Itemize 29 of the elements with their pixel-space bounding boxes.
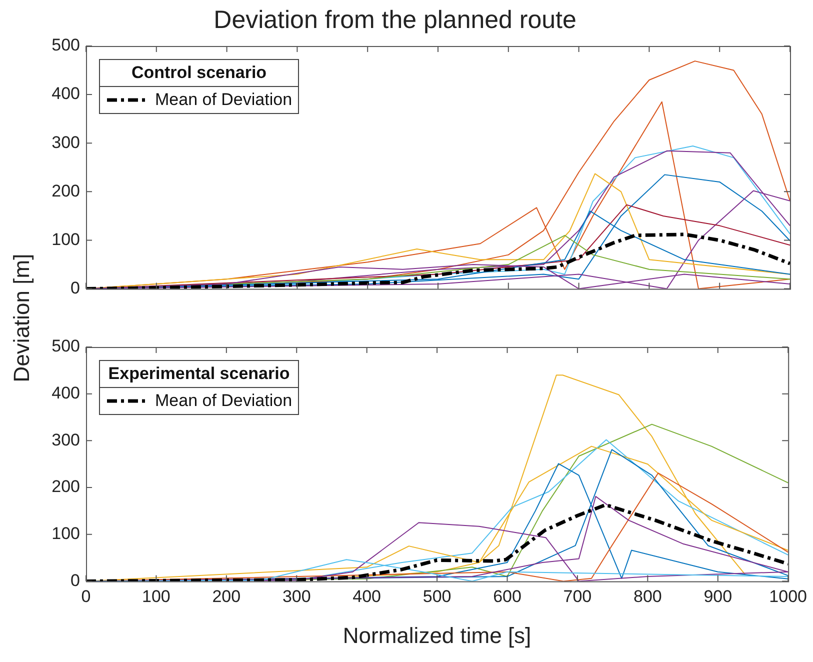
y-tick-label: 500	[52, 336, 80, 356]
y-tick-label: 200	[52, 181, 80, 200]
x-tick-label: 400	[352, 587, 382, 606]
y-tick-label: 0	[70, 570, 80, 590]
y-tick-label: 0	[70, 278, 80, 298]
y-tick-label: 100	[52, 524, 80, 544]
x-tick-label: 600	[493, 587, 522, 606]
x-axis-title: Normalized time [s]	[342, 622, 532, 648]
legend-label: Mean of Deviation	[155, 391, 292, 411]
y-tick-label: 100	[52, 230, 80, 249]
x-tick-label: 500	[422, 587, 452, 606]
chart-title: Deviation from the planned route	[214, 6, 576, 34]
y-tick-label: 400	[52, 384, 80, 403]
x-tick-label: 900	[704, 587, 732, 606]
y-tick-label: 300	[52, 132, 80, 152]
y-tick-label: 400	[52, 84, 80, 104]
x-tick-label: 1000	[769, 587, 808, 606]
y-tick-label: 200	[52, 477, 80, 496]
y-axis-title: Deviation [m]	[9, 254, 36, 382]
legend-label: Mean of Deviation	[155, 90, 292, 110]
y-tick-label: 300	[52, 430, 80, 450]
x-tick-label: 800	[633, 587, 662, 606]
x-tick-label: 200	[212, 587, 241, 606]
y-tick-label: 500	[52, 36, 80, 55]
legend-title: Control scenario	[100, 60, 298, 87]
legend-title: Experimental scenario	[100, 361, 298, 388]
x-tick-label: 300	[282, 587, 311, 606]
x-tick-label: 700	[563, 587, 592, 606]
x-tick-label: 100	[142, 587, 170, 606]
